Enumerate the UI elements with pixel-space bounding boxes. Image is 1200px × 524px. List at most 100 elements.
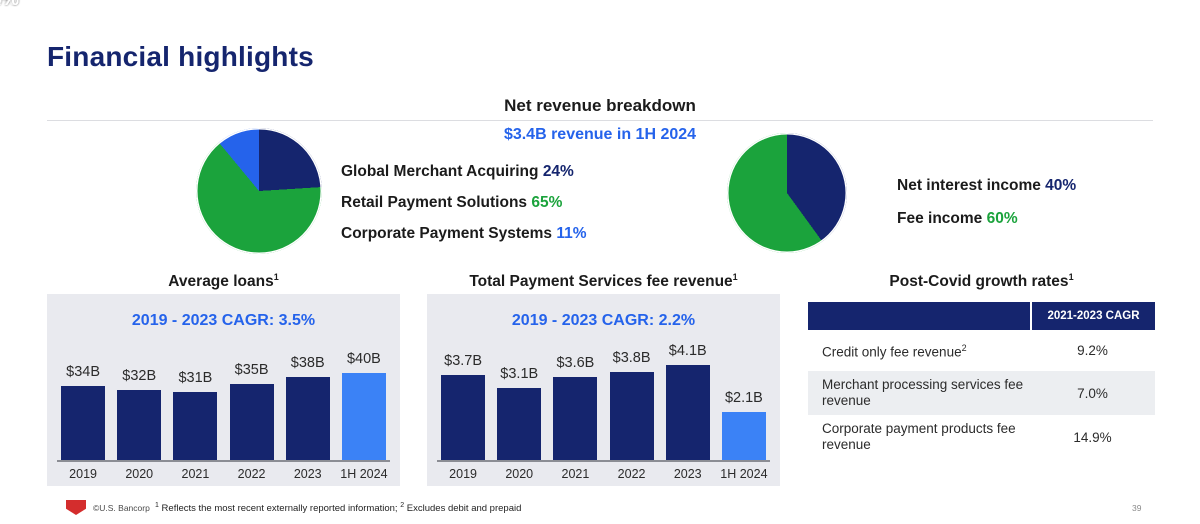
bar-value-label: $3.8B	[612, 350, 651, 366]
net-revenue-subheading: $3.4B revenue in 1H 2024	[503, 126, 697, 143]
table-cell-label: Corporate payment products fee revenue	[808, 415, 1030, 459]
bar	[497, 388, 542, 460]
bar	[665, 365, 710, 460]
bar	[609, 372, 654, 460]
chart-title-post-covid: Post-Covid growth rates1	[808, 272, 1155, 291]
bar-value-label: $31B	[178, 370, 213, 386]
legend-value: 24%	[542, 163, 574, 180]
bar-category-label: 2020	[125, 467, 154, 481]
bar	[117, 390, 162, 460]
pie-slice-label-retail: 65%	[0, 0, 19, 11]
chart-title-fee-revenue: Total Payment Services fee revenue1	[427, 272, 780, 291]
bar	[553, 377, 598, 460]
footnote-text-1: Reflects the most recent externally repo…	[161, 503, 398, 515]
legend-label: Fee income	[897, 210, 983, 227]
footnote-marker: 2	[961, 343, 967, 354]
footnote-text-2: Excludes debit and prepaid	[406, 503, 522, 515]
pie-slice-label-corporate: 11%	[0, 0, 17, 10]
table-post-covid-growth-rates: 2021-2023 CAGR Credit only fee revenue2 …	[808, 302, 1155, 459]
row-label-text: Corporate payment products fee revenue	[822, 421, 1016, 452]
bar-value-label: $34B	[66, 364, 101, 380]
bar-category-label: 2019	[449, 467, 477, 481]
bar-category-label: 2023	[293, 467, 322, 481]
bar-value-label: $2.1B	[724, 390, 763, 406]
bar	[721, 412, 766, 460]
legend-item: Net interest income 40%	[897, 177, 1076, 195]
bar-category-label: 2021	[181, 467, 210, 481]
table-cell-label: Credit only fee revenue2	[808, 334, 1030, 367]
table-cell-value: 7.0%	[1077, 385, 1108, 401]
bar	[61, 386, 106, 460]
table-header-cell-cagr: 2021-2023 CAGR	[1030, 302, 1155, 330]
footnote-marker: 1	[1068, 272, 1074, 282]
chart-title-text: Post-Covid growth rates	[889, 273, 1069, 291]
legend-value: 60%	[986, 210, 1018, 227]
bar	[441, 375, 486, 460]
table-cell-value: 9.2%	[1077, 343, 1108, 358]
legend-item: Corporate Payment Systems 11%	[341, 225, 587, 243]
bar-category-label: 1H 2024	[720, 467, 768, 481]
bar-category-label: 2019	[69, 467, 97, 481]
page-title: Financial highlights	[47, 41, 314, 72]
legend-value: 65%	[531, 194, 563, 211]
legend-item: Retail Payment Solutions 65%	[341, 194, 587, 212]
legend-label: Corporate Payment Systems	[341, 225, 553, 242]
bar-value-label: $38B	[290, 355, 325, 371]
footnote-marker: 1	[155, 502, 159, 509]
bar	[341, 373, 386, 460]
bar-value-label: $4.1B	[668, 343, 707, 359]
chart-panel-fee-revenue: 2019 - 2023 CAGR: 2.2% $3.7B 2019 $3.1B 202…	[427, 294, 780, 486]
chart-title-text: Average loans	[168, 273, 274, 291]
footnote-marker: 1	[273, 272, 279, 282]
table-header-row: 2021-2023 CAGR	[808, 302, 1155, 330]
chart-title-average-loans: Average loans1	[47, 272, 400, 291]
bar-category-label: 1H 2024	[340, 467, 388, 481]
bar-category-label: 2023	[673, 467, 702, 481]
pie-chart-income-mix	[727, 133, 847, 253]
page-number: 39	[1132, 503, 1142, 513]
legend-income-mix: Net interest income 40% Fee income 60%	[897, 177, 1076, 243]
bar	[285, 377, 330, 460]
table-row: Credit only fee revenue2 9.2%	[808, 330, 1155, 371]
legend-label: Net interest income	[897, 177, 1041, 194]
bar-value-label: $40B	[346, 351, 381, 367]
footnote-marker: 1	[732, 272, 738, 282]
bar-category-label: 2022	[617, 467, 646, 481]
bar-value-label: $3.7B	[444, 353, 483, 369]
legend-label: Retail Payment Solutions	[341, 194, 528, 211]
bar-value-label: $35B	[234, 362, 269, 378]
bar	[173, 392, 218, 460]
cagr-label-average-loans: 2019 - 2023 CAGR: 3.5%	[131, 312, 316, 329]
bar-category-label: 2021	[561, 467, 590, 481]
row-label-text: Merchant processing services fee revenue	[822, 377, 1024, 408]
legend-business-line-mix: Global Merchant Acquiring 24% Retail Pay…	[341, 163, 587, 256]
legend-item: Fee income 60%	[897, 210, 1076, 228]
bar-value-label: $32B	[122, 368, 157, 384]
footnote-marker: 2	[400, 502, 405, 509]
cagr-label-fee-revenue: 2019 - 2023 CAGR: 2.2%	[511, 312, 696, 329]
pie-slice-label-merchant: 24%	[0, 0, 19, 11]
us-bancorp-shield-logo-icon	[66, 500, 86, 515]
legend-label: Global Merchant Acquiring	[341, 163, 539, 180]
legend-item: Global Merchant Acquiring 24%	[341, 163, 587, 181]
bar-category-label: 2022	[237, 467, 266, 481]
bar-value-label: $3.6B	[556, 355, 595, 371]
pie-slice-label-net-interest: 40%	[0, 0, 19, 11]
chart-panel-average-loans: 2019 - 2023 CAGR: 3.5% $34B 2019 $32B 2020 $…	[47, 294, 400, 486]
copyright-text: ©U.S. Bancorp	[93, 503, 150, 513]
legend-value: 40%	[1045, 177, 1077, 194]
footnotes: 1 Reflects the most recent externally re…	[155, 502, 521, 514]
bar-category-label: 2020	[505, 467, 534, 481]
table-cell-value: 14.9%	[1073, 429, 1112, 445]
bar	[229, 384, 274, 460]
chart-title-text: Total Payment Services fee revenue	[469, 273, 733, 291]
header-divider	[47, 120, 1153, 121]
table-cell-label: Merchant processing services fee revenue	[808, 371, 1030, 415]
bar-value-label: $3.1B	[500, 366, 539, 382]
table-row: Merchant processing services fee revenue…	[808, 371, 1155, 415]
row-label-text: Credit only fee revenue	[822, 344, 962, 360]
table-row: Corporate payment products fee revenue 1…	[808, 415, 1155, 459]
pie-slice-label-fee-income: 60%	[0, 0, 19, 11]
pie-chart-business-line-mix	[196, 128, 322, 254]
